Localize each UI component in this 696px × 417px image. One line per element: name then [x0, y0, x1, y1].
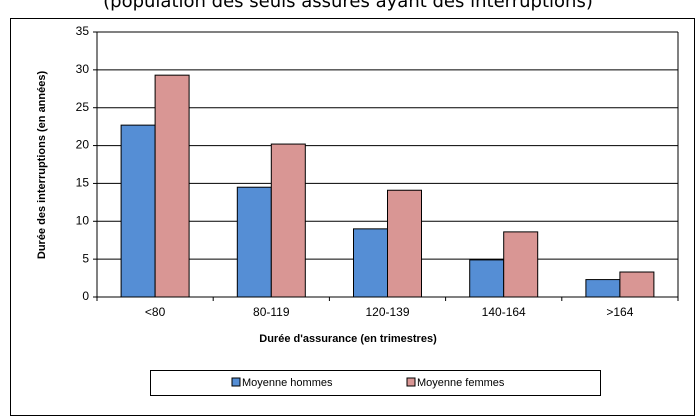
chart-border [10, 18, 695, 416]
legend-label: Moyenne femmes [417, 377, 505, 389]
bar [503, 231, 539, 298]
legend-box [150, 370, 601, 396]
legend-swatch [406, 377, 416, 387]
x-tick-label: <80 [145, 305, 166, 319]
bar [585, 279, 621, 298]
y-tick-label: 20 [76, 138, 90, 152]
y-tick-label: 35 [76, 24, 90, 38]
y-tick-label: 30 [76, 62, 90, 76]
y-tick-label: 0 [82, 289, 89, 303]
y-tick-label: 5 [82, 251, 89, 265]
legend-label: Moyenne hommes [242, 377, 333, 389]
bar [154, 74, 190, 298]
y-tick-label: 25 [76, 100, 90, 114]
bar [353, 228, 388, 298]
bar [270, 143, 306, 298]
x-tick-label: 80-119 [253, 305, 290, 319]
chart-subtitle: (population des seuls assurés ayant des … [103, 0, 593, 12]
legend-swatch [231, 377, 241, 387]
bar [469, 259, 505, 298]
x-axis-title: Durée d'assurance (en trimestres) [259, 333, 437, 345]
bar [619, 271, 655, 298]
bar [120, 124, 156, 298]
y-tick-label: 10 [76, 213, 90, 227]
x-tick-label: 120-139 [365, 305, 409, 319]
bar [236, 186, 272, 298]
y-axis-title: Durée des interruptions (en années) [36, 71, 48, 260]
x-tick-label: 140-164 [482, 305, 526, 319]
x-tick-label: >164 [606, 305, 633, 319]
y-tick-label: 15 [76, 176, 90, 190]
bar [387, 189, 422, 298]
